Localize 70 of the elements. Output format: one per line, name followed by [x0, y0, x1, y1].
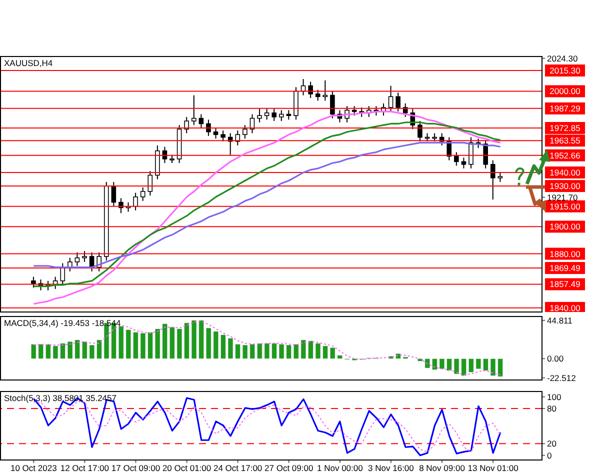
candlestick: [184, 116, 189, 134]
y-tick-label: 20: [547, 438, 557, 449]
chart-title: Stoch(5,3,3) 38.5801 35.2457: [4, 393, 116, 403]
candlestick: [396, 92, 400, 112]
candlestick: [388, 85, 394, 112]
y-tick-label: 1921.70: [547, 192, 578, 202]
x-tick-label: 8 Nov 09:00: [419, 463, 466, 474]
chart-title: MACD(5,34,4) -19.453 -18.544: [4, 318, 121, 328]
ref-line-label: 1972.85: [550, 122, 581, 133]
candlestick: [418, 120, 422, 142]
y-tick-label: 80: [547, 404, 557, 414]
candlestick: [191, 94, 196, 126]
candlestick: [272, 108, 277, 122]
candlestick: [315, 89, 320, 102]
candlestick: [140, 186, 146, 202]
candlestick: [206, 119, 211, 136]
ref-line-label: 2015.30: [550, 65, 581, 76]
candlestick: [133, 192, 138, 211]
x-tick-label: 24 Oct 17:00: [213, 463, 262, 474]
candlestick: [490, 160, 496, 200]
x-tick-label: 1 Nov 00:00: [317, 463, 364, 474]
candlestick: [308, 81, 313, 98]
candlestick: [198, 114, 204, 128]
y-tick-label: -22.512: [547, 372, 576, 383]
y-tick-label: 2024.30: [547, 53, 578, 64]
ref-line-label: 1930.00: [550, 181, 581, 192]
ref-line-label: 1952.66: [550, 150, 581, 160]
candlestick: [468, 136, 474, 169]
candlestick: [498, 172, 503, 182]
candlestick: [82, 250, 87, 262]
candlestick: [235, 130, 240, 146]
ref-line-label: 1857.49: [550, 279, 581, 290]
ref-line-label: 1840.00: [550, 302, 581, 313]
candlestick: [213, 127, 218, 140]
x-tick-label: 3 Nov 16:00: [368, 463, 414, 474]
candlestick: [278, 110, 284, 122]
x-tick-label: 27 Oct 09:00: [264, 463, 314, 474]
chart-title: XAUUSD,H4: [4, 58, 53, 68]
y-tick-label: 0.00: [547, 354, 564, 364]
y-tick-label: 44.811: [547, 315, 573, 326]
candlestick: [148, 170, 153, 196]
candlestick: [257, 108, 262, 123]
candlestick: [264, 108, 270, 120]
candlestick: [286, 110, 292, 120]
ref-line-label: 1963.55: [550, 136, 581, 146]
candlestick: [242, 124, 248, 140]
y-tick-label: 0: [547, 450, 552, 460]
ref-line-label: 1869.49: [550, 262, 581, 273]
candlestick: [461, 157, 466, 169]
candlestick: [330, 90, 335, 119]
x-tick-label: 17 Oct 09:00: [111, 463, 160, 474]
y-tick-label: 100: [547, 392, 562, 402]
candlestick: [483, 139, 488, 169]
x-tick-label: 13 Nov 01:00: [468, 463, 519, 474]
candlestick: [74, 252, 80, 266]
x-tick-label: 20 Oct 01:00: [162, 463, 212, 474]
x-tick-label: 12 Oct 17:00: [60, 463, 110, 474]
ref-line-label: 1987.29: [550, 103, 581, 114]
candlestick: [60, 262, 66, 286]
ref-line-label: 1900.00: [550, 222, 581, 232]
ref-line-label: 1940.00: [550, 167, 581, 178]
x-tick-label: 10 Oct 2023: [10, 463, 58, 474]
candlestick: [454, 152, 459, 166]
ref-line-label: 1915.00: [550, 201, 581, 212]
candlestick: [322, 80, 328, 102]
ref-line-label: 2000.00: [550, 86, 581, 96]
candlestick: [352, 106, 357, 116]
candlestick: [220, 130, 226, 142]
ref-line-label: 1880.00: [550, 248, 581, 259]
candlestick: [31, 276, 36, 288]
